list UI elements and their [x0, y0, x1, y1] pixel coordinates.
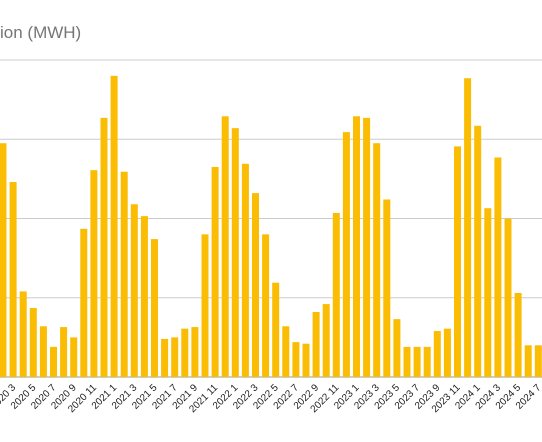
bar	[443, 328, 451, 377]
bar	[19, 291, 27, 377]
bar	[161, 338, 169, 377]
chart-title: ion (MWH)	[0, 23, 81, 42]
bar	[80, 228, 88, 377]
bar	[403, 346, 411, 377]
bar	[60, 327, 68, 377]
bar	[100, 117, 108, 377]
bar	[282, 326, 290, 377]
bar	[322, 304, 330, 377]
bar	[484, 208, 492, 377]
bar	[130, 204, 138, 377]
bar	[474, 125, 482, 377]
bar	[302, 343, 310, 377]
bar	[211, 166, 219, 377]
bar	[221, 116, 229, 377]
bar	[241, 163, 249, 377]
bar	[383, 199, 391, 377]
bar	[494, 157, 502, 377]
bar	[504, 218, 512, 377]
bar	[353, 116, 360, 377]
bar	[39, 326, 47, 377]
bar	[191, 327, 199, 377]
bar	[231, 128, 239, 377]
bar	[413, 346, 421, 377]
bar	[454, 146, 461, 377]
bar	[201, 234, 209, 377]
bar	[524, 345, 532, 377]
bar	[363, 117, 371, 377]
bar	[110, 75, 118, 377]
bar	[0, 143, 7, 377]
bar	[262, 234, 270, 377]
bar	[140, 216, 148, 377]
bar	[393, 319, 401, 377]
bar	[514, 292, 522, 377]
bar	[171, 337, 179, 377]
bar	[464, 78, 472, 377]
bar	[312, 312, 320, 377]
bar	[9, 182, 17, 377]
bar	[534, 345, 542, 377]
bar	[332, 212, 340, 377]
bar	[120, 171, 128, 377]
bar	[181, 328, 189, 377]
bar	[70, 337, 78, 377]
bar	[29, 308, 37, 377]
bar	[50, 346, 57, 377]
bar	[272, 282, 280, 377]
bar	[423, 346, 431, 377]
bar	[292, 342, 300, 377]
bar	[373, 143, 381, 377]
bar	[151, 239, 158, 377]
bar	[433, 331, 441, 377]
bar	[252, 193, 259, 377]
bar	[90, 170, 98, 377]
bar	[342, 132, 350, 377]
